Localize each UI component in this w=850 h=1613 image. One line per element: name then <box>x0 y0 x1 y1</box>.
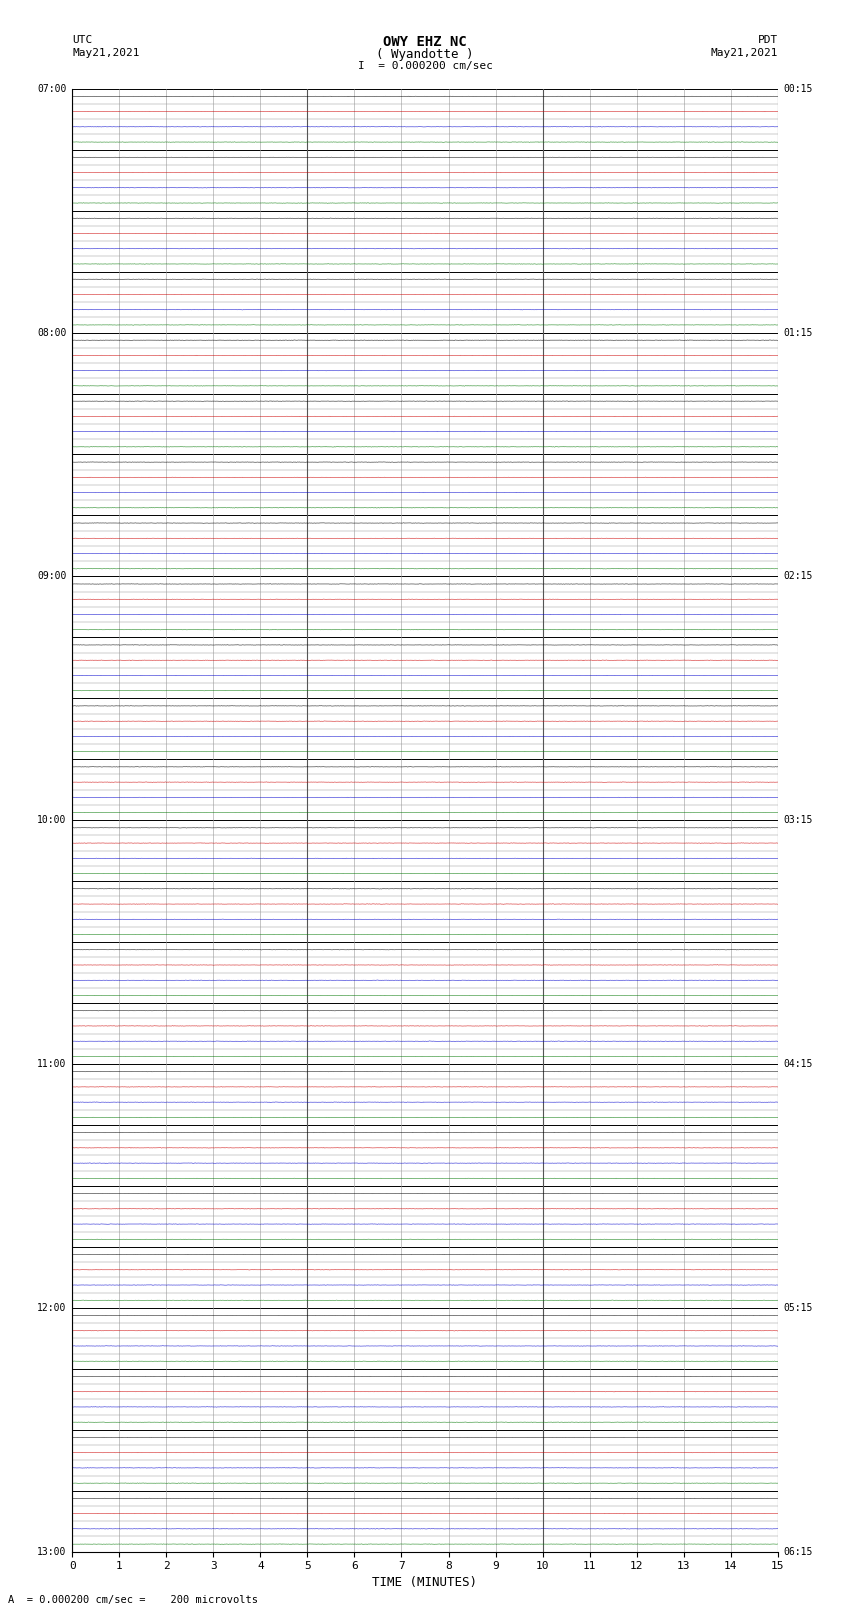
Text: 11:00: 11:00 <box>37 1060 66 1069</box>
Text: 04:15: 04:15 <box>784 1060 813 1069</box>
Text: A  = 0.000200 cm/sec =    200 microvolts: A = 0.000200 cm/sec = 200 microvolts <box>8 1595 258 1605</box>
Text: 02:15: 02:15 <box>784 571 813 581</box>
Text: May21,2021: May21,2021 <box>72 48 139 58</box>
Text: 07:00: 07:00 <box>37 84 66 94</box>
Text: 03:15: 03:15 <box>784 815 813 826</box>
Text: 12:00: 12:00 <box>37 1303 66 1313</box>
Text: 05:15: 05:15 <box>784 1303 813 1313</box>
Text: I  = 0.000200 cm/sec: I = 0.000200 cm/sec <box>358 61 492 71</box>
Text: PDT: PDT <box>757 35 778 45</box>
Text: 09:00: 09:00 <box>37 571 66 581</box>
Text: 13:00: 13:00 <box>37 1547 66 1557</box>
Text: 00:15: 00:15 <box>784 84 813 94</box>
X-axis label: TIME (MINUTES): TIME (MINUTES) <box>372 1576 478 1589</box>
Text: ( Wyandotte ): ( Wyandotte ) <box>377 48 473 61</box>
Text: UTC: UTC <box>72 35 93 45</box>
Text: 10:00: 10:00 <box>37 815 66 826</box>
Text: 08:00: 08:00 <box>37 327 66 337</box>
Text: 01:15: 01:15 <box>784 327 813 337</box>
Text: OWY EHZ NC: OWY EHZ NC <box>383 35 467 50</box>
Text: May21,2021: May21,2021 <box>711 48 778 58</box>
Text: 06:15: 06:15 <box>784 1547 813 1557</box>
